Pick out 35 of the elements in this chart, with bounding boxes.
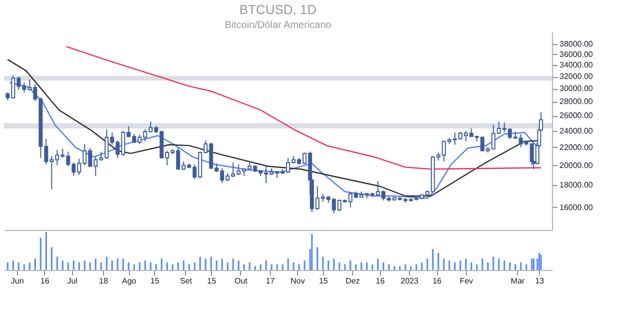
x-tick-label: 15 [150, 276, 160, 286]
x-tick-label: 15 [207, 276, 217, 286]
y-tick-label: 18000.00 [560, 180, 594, 190]
x-tick-label: Fev [460, 276, 474, 286]
x-tick-label: Ago [122, 276, 137, 286]
y-tick-label: 24000.00 [560, 126, 594, 136]
y-tick-label: 34000.00 [560, 60, 594, 70]
x-tick-label: Out [234, 276, 248, 286]
y-tick-label: 22000.00 [560, 142, 594, 152]
y-tick-label: 28000.00 [560, 97, 594, 106]
x-tick-label: 17 [266, 276, 276, 286]
y-tick-label: 26000.00 [560, 111, 594, 120]
y-tick-label: 32000.00 [560, 72, 594, 82]
line-series [8, 82, 542, 199]
x-tick-label: 16 [40, 276, 50, 286]
y-tick-label: 30000.00 [560, 84, 594, 94]
y-tick-label: 38000.00 [560, 40, 594, 49]
x-tick-label: Jul [67, 276, 78, 286]
x-tick-label: 18 [99, 276, 108, 286]
chart-subtitle: Bitcoin/Dólar Americano [224, 20, 332, 31]
x-tick-label: Jun [10, 276, 24, 286]
x-tick-label: Nov [290, 276, 305, 286]
x-tick-label: Mar [510, 276, 525, 286]
y-tick-label: 20000.00 [560, 160, 594, 170]
x-tick-label: 2023 [400, 276, 419, 286]
y-tick-label: 16000.00 [560, 202, 594, 212]
chart-title: BTCUSD, 1D [239, 2, 317, 17]
x-tick-label: 16 [432, 276, 442, 286]
x-tick-label: Set [180, 276, 193, 286]
x-tick-label: 15 [318, 276, 328, 286]
y-tick-label: 36000.00 [560, 50, 594, 59]
line-series [66, 46, 542, 170]
x-tick-label: 13 [535, 276, 545, 286]
x-tick-label: Dez [346, 276, 360, 286]
x-tick-label: 16 [376, 276, 386, 286]
